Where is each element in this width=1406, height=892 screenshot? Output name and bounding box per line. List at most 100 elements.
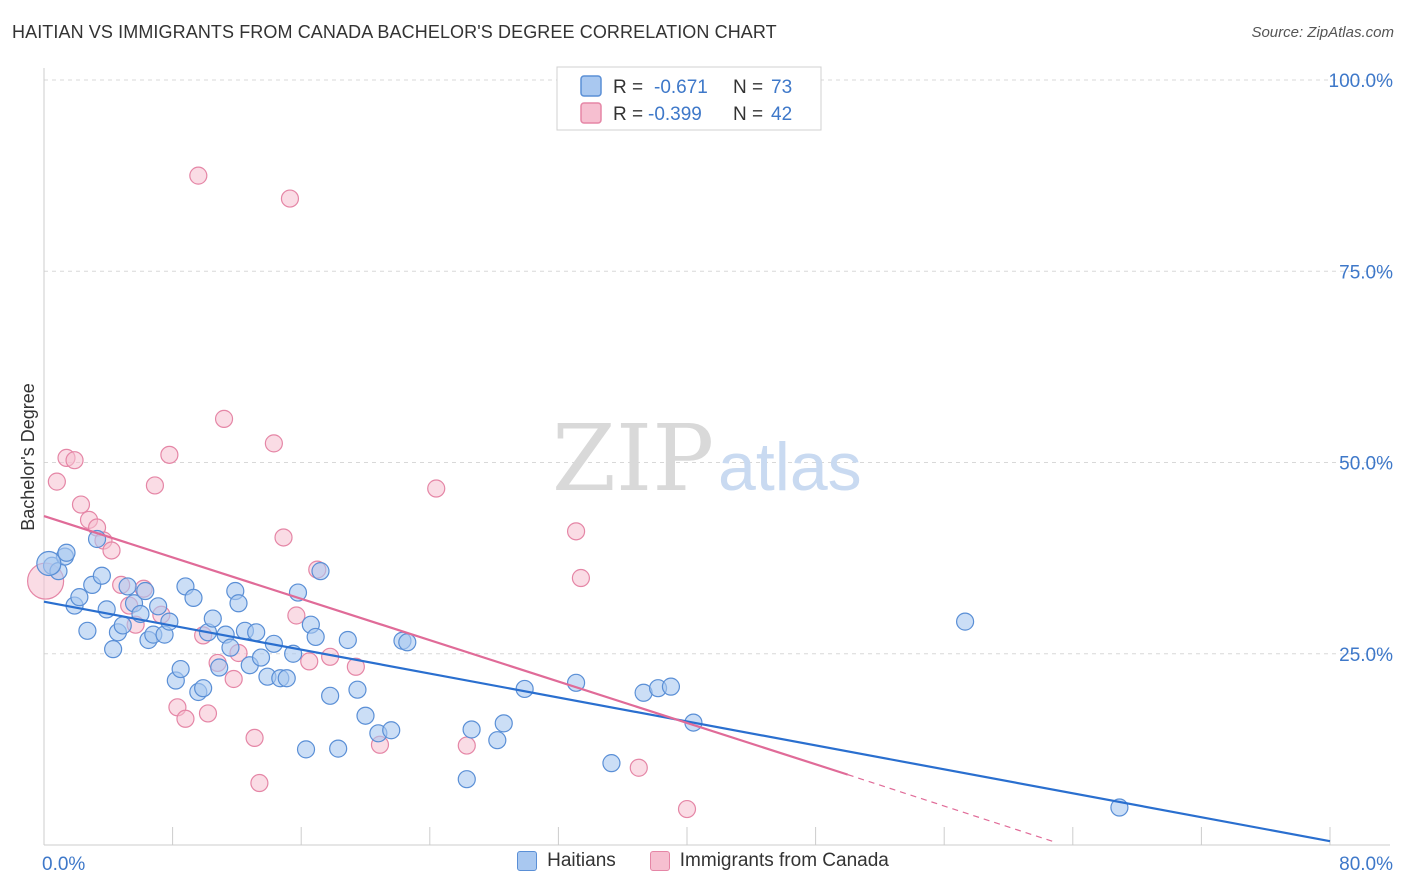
canada-point [102, 541, 121, 560]
haitian-point [36, 550, 62, 577]
haitian-point [338, 630, 357, 650]
y-axis-label: Bachelor's Degree [18, 383, 38, 531]
canada-point [47, 472, 66, 491]
haitian-point [171, 659, 190, 679]
y-tick-label: 25.0% [1339, 645, 1393, 666]
legend-item-canada: Immigrants from Canada [649, 850, 889, 872]
legend-r-value-canada: -0.399 [648, 104, 702, 125]
haitian-point [306, 627, 325, 647]
haitian-point [277, 669, 296, 688]
haitian-point [382, 721, 401, 740]
chart-title: HAITIAN VS IMMIGRANTS FROM CANADA BACHEL… [12, 22, 777, 42]
y-tick-label: 75.0% [1339, 262, 1393, 283]
canada-point [176, 709, 195, 728]
canada-point [566, 522, 586, 541]
haitian-point [78, 621, 97, 640]
x-tick-labels: 0.0% 80.0% [42, 854, 1393, 875]
haitian-point [184, 588, 203, 608]
haitian-point [194, 679, 213, 698]
legend-item-haitians: Haitians [517, 850, 616, 872]
haitian-point [160, 612, 179, 631]
haitian-point [311, 562, 330, 581]
canada-point [457, 736, 476, 755]
haitian-point [515, 679, 534, 699]
grid-lines [44, 79, 1390, 655]
haitian-point [462, 720, 481, 739]
x-tick-label: 80.0% [1339, 854, 1393, 875]
watermark-zip: ZIP [552, 405, 714, 512]
haitian-point [70, 588, 89, 607]
haitian-point [104, 640, 123, 659]
canada-point [160, 445, 179, 464]
canada-point [629, 758, 648, 777]
legend-swatch-canada [649, 851, 670, 871]
haitian-point [251, 648, 271, 667]
canada-point [427, 479, 446, 498]
legend-n-value-haitians: 73 [771, 77, 792, 98]
haitian-point [210, 658, 229, 677]
haitian-point [488, 731, 507, 750]
haitian-point [566, 673, 586, 692]
y-tick-label: 50.0% [1339, 454, 1393, 475]
canada-point [245, 728, 264, 748]
canada-point [65, 451, 84, 470]
trend-lines [43, 515, 1331, 844]
canada-point [287, 606, 306, 625]
haitian-point [57, 543, 76, 562]
legend-r-label: R = [613, 104, 643, 125]
y-tick-label: 100.0% [1329, 71, 1394, 92]
haitian-point [203, 609, 222, 628]
legend-r-value-haitians: -0.671 [654, 77, 708, 98]
haitian-point [356, 706, 375, 725]
legend-top: R = -0.671 N = 73 R = -0.399 N = 42 [556, 66, 822, 131]
legend-n-label: N = [733, 77, 763, 98]
canada-point [145, 476, 165, 495]
haitian-point [92, 566, 111, 585]
x-tick-label: 0.0% [42, 854, 85, 875]
canada-point [571, 568, 591, 588]
haitian-point [321, 686, 340, 705]
legend-swatch-haitians [517, 851, 538, 871]
haitian-point [348, 680, 367, 699]
canada-point [677, 799, 697, 819]
haitian-point [296, 740, 316, 759]
haitian-point [136, 581, 155, 601]
canada-point [280, 189, 300, 208]
legend-n-label: N = [733, 104, 763, 125]
haitian-point [113, 616, 132, 635]
haitian-point [149, 597, 168, 616]
source-label: Source: ZipAtlas.com [1251, 24, 1394, 41]
canada-point [214, 409, 234, 428]
legend-swatch-canada [580, 102, 602, 124]
haitian-point [955, 612, 975, 631]
y-tick-labels: 25.0% 50.0% 75.0% 100.0% [1329, 71, 1394, 666]
legend-bottom: Haitians Immigrants from Canada [0, 850, 1406, 872]
haitian-point [229, 594, 248, 613]
haitian-point [118, 577, 137, 596]
legend-label-canada: Immigrants from Canada [679, 850, 889, 871]
axes [43, 68, 1390, 846]
legend-n-value-canada: 42 [771, 104, 792, 125]
haitian-point [602, 754, 621, 773]
haitian-point [247, 623, 266, 642]
haitian-point [494, 714, 513, 733]
canada-point [300, 652, 319, 671]
haitian-point [661, 677, 681, 696]
legend-r-label: R = [613, 77, 643, 98]
trend-line-haitians [43, 600, 1331, 843]
trend-line-canada [43, 515, 849, 776]
legend-label-haitians: Haitians [547, 850, 616, 871]
canada-point [71, 495, 91, 514]
canada-point [250, 773, 269, 793]
haitian-point [398, 633, 417, 652]
haitian-point [457, 770, 476, 789]
canada-point [264, 434, 283, 453]
legend-swatch-haitians [580, 75, 602, 97]
canada-point [346, 657, 365, 676]
haitian-point [221, 638, 240, 657]
haitian-point [329, 739, 348, 758]
canada-point [189, 166, 208, 185]
trend-line-canada-extension [847, 774, 1057, 844]
canada-point [274, 528, 293, 547]
